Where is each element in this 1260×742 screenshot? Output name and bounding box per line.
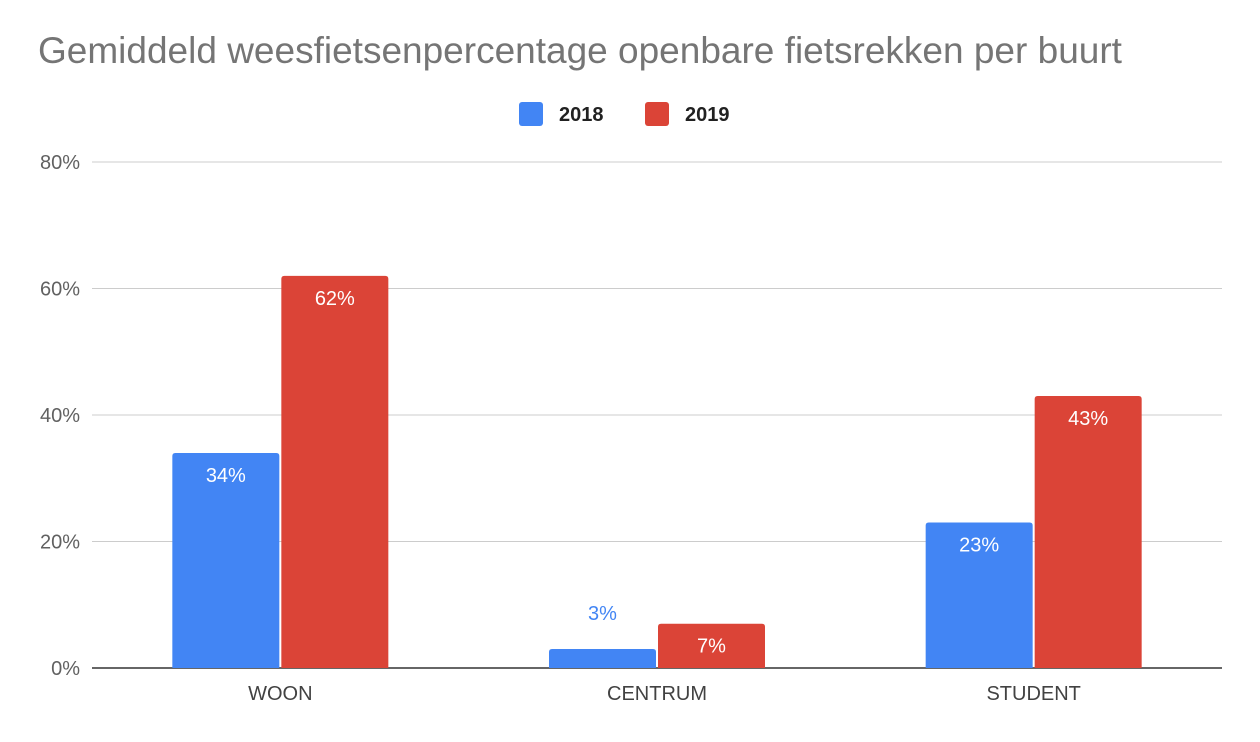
legend: 2018 2019: [519, 102, 730, 126]
y-tick-label: 60%: [40, 279, 80, 301]
data-labels: 34% 62% 3% 7% 23% 43%: [206, 288, 1109, 658]
x-axis-categories: WOON CENTRUM STUDENT: [248, 683, 1081, 705]
legend-swatch-2018: [519, 102, 543, 126]
x-category-label: STUDENT: [986, 683, 1080, 705]
x-category-label: CENTRUM: [607, 683, 707, 705]
y-axis-ticks: 0% 20% 40% 60% 80%: [40, 152, 80, 680]
bars: [172, 275, 1142, 668]
legend-label-2019: 2019: [685, 104, 730, 126]
data-label: 62%: [315, 288, 355, 310]
bar-2018-centrum: [549, 649, 656, 668]
bar-2018-woon: [172, 452, 280, 668]
legend-label-2018: 2018: [559, 104, 604, 126]
x-category-label: WOON: [248, 683, 312, 705]
y-tick-label: 80%: [40, 152, 80, 174]
bar-2019-centrum: [658, 623, 765, 668]
data-label: 7%: [697, 636, 726, 658]
data-label: 34%: [206, 465, 246, 487]
y-tick-label: 40%: [40, 405, 80, 427]
data-label: 43%: [1068, 408, 1108, 430]
bar-2018-student: [925, 522, 1033, 668]
bar-2019-woon: [281, 275, 389, 668]
gridlines: [92, 161, 1222, 669]
chart-title: Gemiddeld weesfietsenpercentage openbare…: [38, 30, 1122, 71]
y-tick-label: 0%: [51, 658, 80, 680]
data-label: 3%: [588, 603, 617, 625]
bar-2019-student: [1034, 396, 1142, 668]
legend-swatch-2019: [645, 102, 669, 126]
data-label: 23%: [959, 535, 999, 557]
y-tick-label: 20%: [40, 532, 80, 554]
